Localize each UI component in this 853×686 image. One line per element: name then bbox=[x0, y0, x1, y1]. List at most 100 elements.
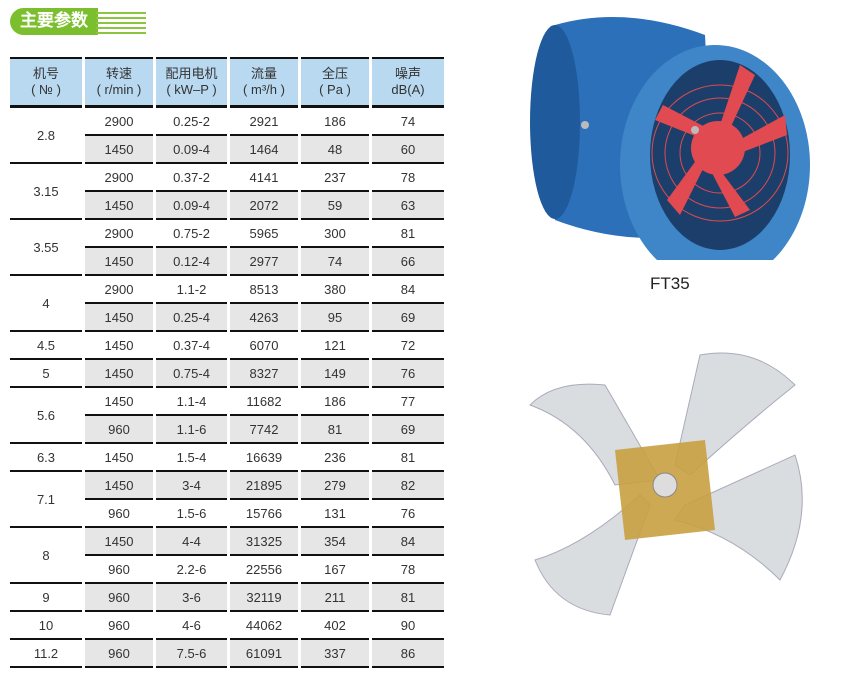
table-cell: 1.1-6 bbox=[156, 416, 227, 444]
model-cell: 4.5 bbox=[10, 332, 82, 360]
table-cell: 0.09-4 bbox=[156, 136, 227, 164]
table-cell: 1.1-4 bbox=[156, 388, 227, 416]
table-cell: 2.2-6 bbox=[156, 556, 227, 584]
table-cell: 0.25-4 bbox=[156, 304, 227, 332]
table-cell: 960 bbox=[85, 640, 153, 668]
table-cell: 960 bbox=[85, 500, 153, 528]
product-label: FT35 bbox=[650, 274, 690, 293]
table-cell: 402 bbox=[301, 612, 369, 640]
table-row: 960 2.2-6 22556 167 78 bbox=[10, 556, 444, 584]
parameter-table: 机号( № ) 转速( r/min ) 配用电机( kW–P ) 流量( m³/h )… bbox=[7, 57, 447, 668]
header-line: ( kW–P ) bbox=[166, 82, 217, 97]
model-cell: 5.6 bbox=[10, 388, 82, 444]
table-cell: 186 bbox=[301, 388, 369, 416]
title-decoration bbox=[96, 12, 146, 37]
table-row: 5 1450 0.75-4 8327 149 76 bbox=[10, 360, 444, 388]
table-cell: 2072 bbox=[230, 192, 298, 220]
table-cell: 81 bbox=[372, 584, 444, 612]
model-cell: 10 bbox=[10, 612, 82, 640]
table-cell: 78 bbox=[372, 164, 444, 192]
header-line: 机号 bbox=[32, 66, 59, 81]
table-cell: 2921 bbox=[230, 108, 298, 136]
model-cell: 3.55 bbox=[10, 220, 82, 276]
table-row: 4.5 1450 0.37-4 6070 121 72 bbox=[10, 332, 444, 360]
table-cell: 2900 bbox=[85, 164, 153, 192]
column-header: 转速( r/min ) bbox=[85, 57, 153, 108]
header-line: dB(A) bbox=[391, 82, 425, 97]
table-cell: 32119 bbox=[230, 584, 298, 612]
table-cell: 6070 bbox=[230, 332, 298, 360]
table-cell: 3-6 bbox=[156, 584, 227, 612]
table-cell: 149 bbox=[301, 360, 369, 388]
model-cell: 5 bbox=[10, 360, 82, 388]
column-header: 噪声 dB(A) bbox=[372, 57, 444, 108]
table-cell: 0.75-4 bbox=[156, 360, 227, 388]
table-cell: 300 bbox=[301, 220, 369, 248]
table-cell: 1450 bbox=[85, 192, 153, 220]
table-cell: 960 bbox=[85, 416, 153, 444]
table-row: 3.55 2900 0.75-2 5965 300 81 bbox=[10, 220, 444, 276]
table-cell: 380 bbox=[301, 276, 369, 304]
table-cell: 31325 bbox=[230, 528, 298, 556]
table-cell: 8327 bbox=[230, 360, 298, 388]
table-cell: 82 bbox=[372, 472, 444, 500]
table-row: 2.8 2900 0.25-2 2921 186 74 bbox=[10, 108, 444, 164]
table-cell: 77 bbox=[372, 388, 444, 416]
table-cell: 7.5-6 bbox=[156, 640, 227, 668]
header-line: 配用电机 bbox=[165, 66, 218, 81]
table-cell: 86 bbox=[372, 640, 444, 668]
table-cell: 11682 bbox=[230, 388, 298, 416]
table-cell: 1450 bbox=[85, 360, 153, 388]
table-cell: 279 bbox=[301, 472, 369, 500]
table-cell: 1.5-6 bbox=[156, 500, 227, 528]
column-header: 机号( № ) bbox=[10, 57, 82, 108]
table-cell: 72 bbox=[372, 332, 444, 360]
table-cell: 2977 bbox=[230, 248, 298, 276]
table-cell: 84 bbox=[372, 276, 444, 304]
table-cell: 76 bbox=[372, 360, 444, 388]
table-cell: 69 bbox=[372, 304, 444, 332]
table-cell: 354 bbox=[301, 528, 369, 556]
table-cell: 1450 bbox=[85, 388, 153, 416]
table-cell: 0.12-4 bbox=[156, 248, 227, 276]
table-cell: 167 bbox=[301, 556, 369, 584]
table-cell: 1450 bbox=[85, 472, 153, 500]
table-cell: 186 bbox=[301, 108, 369, 136]
model-cell: 6.3 bbox=[10, 444, 82, 472]
table-cell: 22556 bbox=[230, 556, 298, 584]
model-cell: 9 bbox=[10, 584, 82, 612]
table-cell: 960 bbox=[85, 584, 153, 612]
table-cell: 5965 bbox=[230, 220, 298, 248]
table-row: 11.2 960 7.5-6 61091 337 86 bbox=[10, 640, 444, 668]
table-row: 4 2900 1.1-2 8513 380 84 bbox=[10, 276, 444, 332]
table-row: 6.3 1450 1.5-4 16639 236 81 bbox=[10, 444, 444, 472]
table-row: 5.6 1450 1.1-4 11682 186 77 bbox=[10, 388, 444, 444]
table-cell: 0.09-4 bbox=[156, 192, 227, 220]
column-header: 全压( Pa ) bbox=[301, 57, 369, 108]
model-cell: 8 bbox=[10, 528, 82, 584]
table-cell: 1.1-2 bbox=[156, 276, 227, 304]
table-cell: 66 bbox=[372, 248, 444, 276]
table-cell: 8513 bbox=[230, 276, 298, 304]
model-cell: 11.2 bbox=[10, 640, 82, 668]
model-cell: 4 bbox=[10, 276, 82, 332]
table-cell: 74 bbox=[301, 248, 369, 276]
header-line: ( m³/h ) bbox=[243, 82, 285, 97]
table-cell: 90 bbox=[372, 612, 444, 640]
table-cell: 0.75-2 bbox=[156, 220, 227, 248]
table-cell: 81 bbox=[372, 444, 444, 472]
table-row: 1450 0.09-4 2072 59 63 bbox=[10, 192, 444, 220]
table-cell: 69 bbox=[372, 416, 444, 444]
table-row: 10 960 4-6 44062 402 90 bbox=[10, 612, 444, 640]
table-cell: 84 bbox=[372, 528, 444, 556]
header-line: 全压 bbox=[321, 66, 348, 81]
table-cell: 44062 bbox=[230, 612, 298, 640]
table-row: 3.15 2900 0.37-2 4141 237 78 bbox=[10, 164, 444, 220]
table-cell: 3-4 bbox=[156, 472, 227, 500]
table-cell: 1450 bbox=[85, 444, 153, 472]
table-cell: 237 bbox=[301, 164, 369, 192]
table-row: 9 960 3-6 32119 211 81 bbox=[10, 584, 444, 612]
table-cell: 4-4 bbox=[156, 528, 227, 556]
table-cell: 59 bbox=[301, 192, 369, 220]
table-cell: 4263 bbox=[230, 304, 298, 332]
